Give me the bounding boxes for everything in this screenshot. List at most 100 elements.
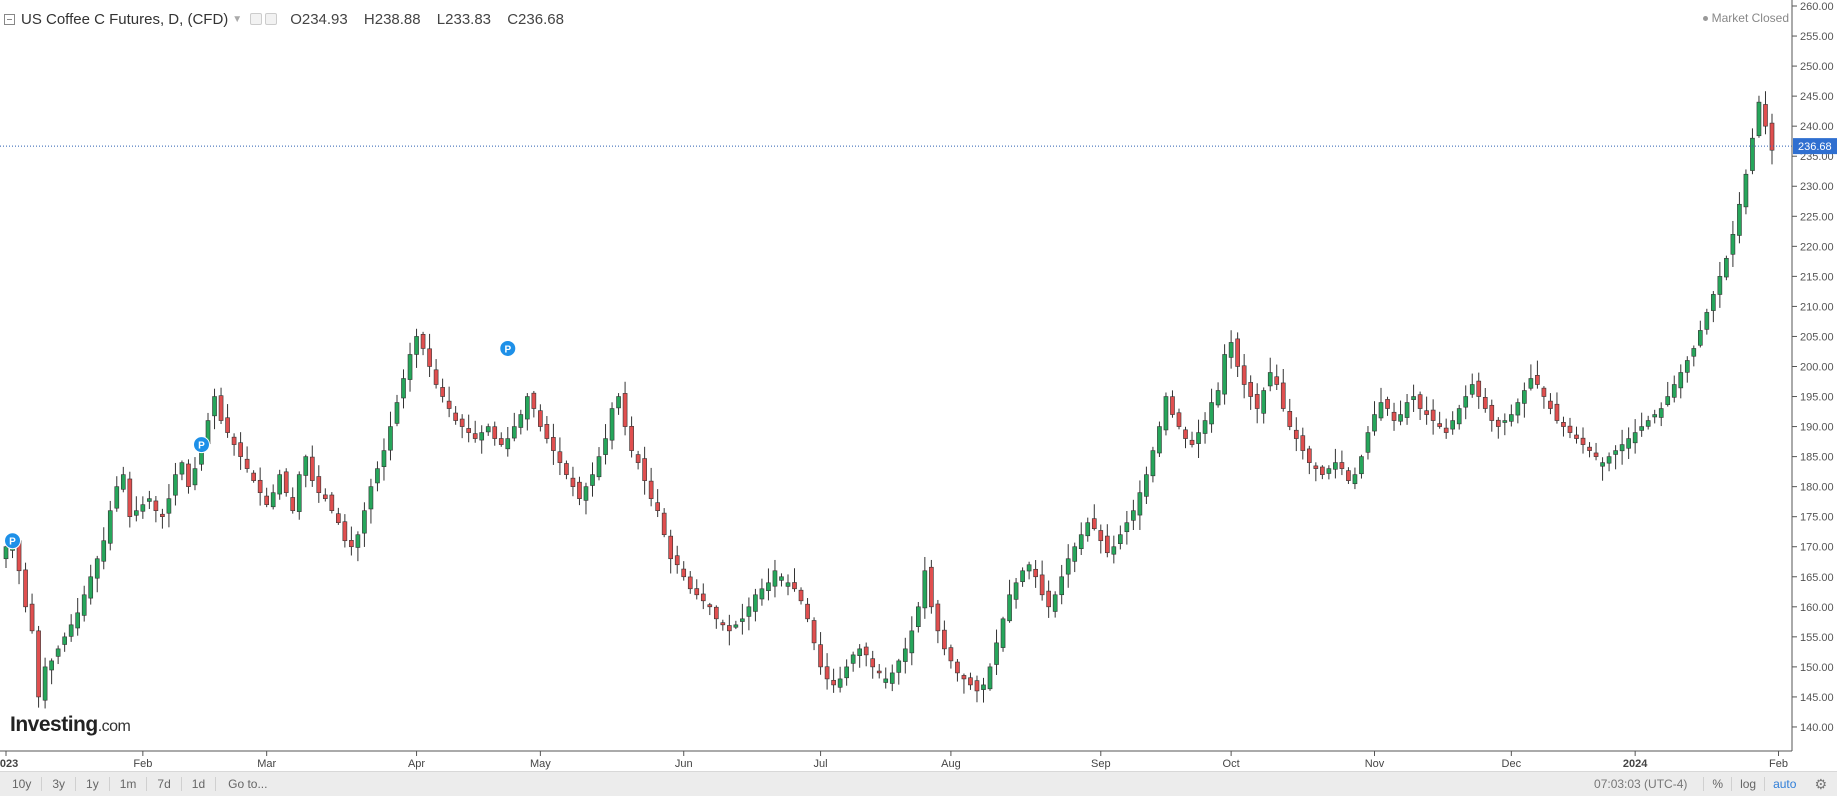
candle: [1326, 465, 1332, 480]
candle: [870, 650, 876, 679]
candle: [681, 561, 687, 581]
candle: [1717, 261, 1723, 308]
candle: [394, 394, 400, 427]
candle-body: [349, 540, 354, 548]
candle-body: [173, 474, 178, 496]
candle: [134, 496, 139, 522]
candle: [948, 644, 954, 669]
range-1m-button[interactable]: 1m: [110, 777, 148, 791]
candle-body: [642, 458, 647, 481]
candle-body: [1170, 396, 1175, 415]
symbol-title[interactable]: US Coffee C Futures, D, (CFD): [21, 10, 229, 28]
candle: [961, 673, 967, 694]
candle-body: [525, 396, 530, 420]
candle-body: [1111, 546, 1117, 555]
candle: [485, 423, 491, 436]
percent-toggle[interactable]: %: [1703, 777, 1731, 791]
candle: [1443, 418, 1449, 439]
candle: [1489, 399, 1495, 432]
candle: [942, 620, 947, 656]
candle: [1137, 480, 1143, 530]
event-marker[interactable]: P: [192, 436, 210, 454]
range-1y-button[interactable]: 1y: [76, 777, 110, 791]
collapse-icon[interactable]: [4, 13, 15, 25]
candle-body: [1000, 618, 1006, 648]
candle: [1091, 504, 1097, 531]
candle: [446, 386, 452, 418]
x-tick-label: May: [530, 758, 551, 770]
y-tick-label: 170.00: [1800, 542, 1834, 554]
candle: [1561, 416, 1566, 437]
candle: [388, 411, 393, 461]
candle: [981, 677, 986, 703]
goto-button[interactable]: Go to...: [228, 777, 268, 791]
candle: [1619, 429, 1625, 465]
candle-body: [759, 588, 765, 600]
candle: [1684, 356, 1690, 383]
candle-body: [1228, 342, 1234, 358]
hide-icon[interactable]: [265, 13, 278, 25]
candle: [1359, 454, 1364, 479]
candle: [336, 507, 341, 525]
candle-body: [902, 648, 908, 662]
candle: [1430, 399, 1436, 435]
candle-body: [1222, 354, 1227, 395]
auto-toggle[interactable]: auto: [1764, 777, 1804, 791]
candle-body: [88, 576, 94, 599]
range-1d-button[interactable]: 1d: [182, 777, 217, 791]
candle: [1007, 579, 1012, 623]
candle-body: [1307, 448, 1312, 463]
candle-body: [127, 478, 133, 517]
candle: [1150, 446, 1156, 483]
candle: [974, 675, 980, 703]
candle: [1535, 360, 1540, 389]
candle-body: [1450, 420, 1456, 430]
candle-body: [270, 492, 276, 508]
candle: [1320, 465, 1325, 480]
candle: [642, 446, 647, 495]
range-7d-button[interactable]: 7d: [147, 777, 182, 791]
candle: [290, 487, 296, 514]
ohlc-values: O234.93 H238.88 L233.83 C236.68: [290, 11, 576, 28]
event-marker[interactable]: P: [4, 532, 22, 550]
candle: [694, 579, 700, 600]
candle: [1502, 413, 1508, 436]
candle: [36, 625, 41, 708]
candle-body: [1737, 203, 1742, 236]
candle-body: [1769, 122, 1775, 151]
candle-body: [414, 336, 419, 355]
candle: [186, 459, 191, 494]
event-marker[interactable]: P: [499, 339, 517, 357]
range-10y-button[interactable]: 10y: [0, 777, 43, 791]
candle-body: [1320, 466, 1325, 475]
candle: [531, 390, 537, 418]
candle-body: [192, 468, 198, 486]
candle: [538, 404, 543, 432]
candle-body: [94, 558, 100, 579]
candle: [466, 414, 471, 443]
candle-body: [446, 400, 452, 409]
candle-body: [1515, 402, 1521, 416]
candle: [1046, 580, 1051, 618]
chevron-down-icon[interactable]: ▼: [232, 13, 243, 25]
candle-body: [1684, 360, 1690, 373]
settings-icon[interactable]: [250, 13, 263, 25]
y-tick-label: 250.00: [1800, 61, 1834, 73]
x-tick-label: Sep: [1091, 758, 1111, 770]
candle: [1548, 393, 1553, 415]
candle: [349, 526, 354, 556]
gear-icon[interactable]: ⚙: [1814, 775, 1827, 792]
candle-body: [857, 648, 862, 656]
log-toggle[interactable]: log: [1731, 777, 1764, 791]
candle: [1072, 542, 1078, 573]
candle: [837, 666, 843, 693]
candle-body: [583, 486, 589, 501]
candle-body: [1065, 558, 1071, 575]
candle: [798, 587, 804, 605]
range-3y-button[interactable]: 3y: [42, 777, 77, 791]
candle-body: [257, 479, 263, 493]
y-tick-label: 245.00: [1800, 91, 1834, 103]
candle: [1313, 462, 1319, 482]
